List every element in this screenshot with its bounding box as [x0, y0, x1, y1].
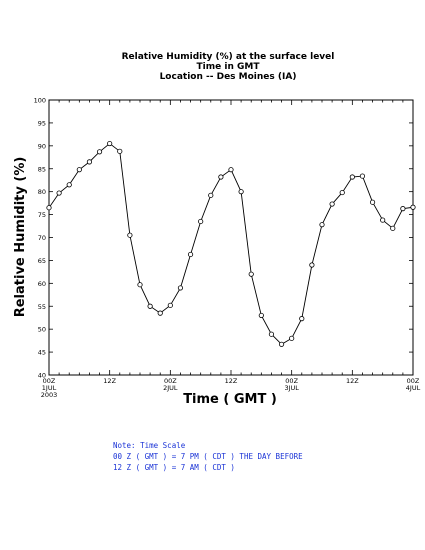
data-point — [107, 140, 113, 147]
x-tick-label: 12Z — [346, 377, 359, 385]
y-tick-label: 65 — [38, 257, 46, 265]
data-point — [177, 285, 184, 291]
x-tick-label: 12Z — [225, 377, 238, 385]
y-tick-label: 85 — [38, 165, 46, 173]
y-tick-label: 80 — [38, 188, 46, 196]
x-tick-label: 2JUL — [163, 384, 178, 392]
data-point — [228, 167, 234, 173]
data-point — [278, 341, 285, 347]
data-point — [127, 232, 133, 238]
x-tick-label: 3JUL — [284, 384, 299, 392]
data-point — [187, 251, 194, 258]
x-tick-label: 12Z — [103, 377, 116, 385]
data-point — [329, 201, 335, 207]
data-point — [208, 192, 214, 198]
data-point — [147, 303, 153, 309]
data-point — [268, 331, 275, 337]
data-point — [248, 271, 254, 277]
series-line — [48, 142, 414, 345]
y-tick-label: 60 — [38, 280, 46, 288]
data-point — [56, 190, 62, 196]
data-point — [238, 189, 244, 195]
data-point — [400, 206, 406, 212]
x-tick-label: 00Z — [407, 377, 420, 385]
data-point — [289, 335, 295, 341]
y-tick-label: 75 — [38, 211, 46, 219]
y-tick-label: 45 — [38, 349, 46, 357]
data-point — [66, 182, 72, 188]
data-point — [410, 204, 416, 210]
data-point — [390, 225, 396, 231]
data-point — [137, 282, 143, 288]
plot-frame — [48, 99, 414, 376]
data-point — [157, 310, 163, 316]
title-line-3: Location -- Des Moines (IA) — [160, 72, 297, 82]
data-point — [339, 189, 345, 196]
x-tick-label: 00Z — [43, 377, 56, 385]
chart-title: Relative Humidity (%) at the surface lev… — [122, 52, 335, 82]
time-scale-note: Note: Time Scale 00 Z ( GMT ) = 7 PM ( C… — [113, 440, 303, 473]
data-point — [319, 222, 325, 228]
y-tick-label: 50 — [38, 326, 46, 334]
data-point — [369, 199, 376, 205]
data-point — [198, 218, 204, 225]
y-tick-label: 100 — [34, 97, 46, 105]
y-tick-label: 55 — [38, 303, 46, 311]
title-line-1: Relative Humidity (%) at the surface lev… — [122, 52, 335, 62]
title-line-2: Time in GMT — [197, 62, 261, 72]
data-series — [48, 142, 414, 345]
x-tick-label: 2003 — [41, 391, 58, 399]
data-point — [46, 205, 52, 211]
data-point — [218, 174, 224, 180]
y-axis: 40 45 50 55 60 65 70 75 80 85 90 95 100 — [34, 97, 413, 380]
data-points — [46, 140, 416, 347]
y-tick-label: 70 — [38, 234, 46, 242]
data-point — [117, 148, 123, 154]
data-point — [86, 159, 93, 165]
data-point — [258, 312, 264, 319]
x-tick-label: 00Z — [285, 377, 298, 385]
y-tick-label: 40 — [38, 372, 46, 380]
x-tick-label: 1JUL — [42, 384, 57, 392]
y-tick-label: 95 — [38, 119, 46, 127]
note-line-00z: 00 Z ( GMT ) = 7 PM ( CDT ) THE DAY BEFO… — [113, 452, 303, 461]
note-line-12z: 12 Z ( GMT ) = 7 AM ( CDT ) — [113, 463, 235, 472]
data-point — [299, 316, 305, 322]
data-point — [349, 174, 355, 180]
data-point — [76, 167, 82, 173]
note-heading: Note: Time Scale — [113, 441, 186, 450]
y-axis-label: Relative Humidity (%) — [13, 157, 28, 318]
data-point — [96, 149, 103, 155]
x-tick-label: 00Z — [164, 377, 177, 385]
y-tick-label: 90 — [38, 142, 46, 150]
data-point — [359, 173, 366, 179]
data-point — [167, 302, 173, 308]
data-point — [380, 217, 386, 223]
data-point — [309, 262, 315, 268]
x-axis-label: Time ( GMT ) — [183, 392, 277, 407]
x-tick-label: 4JUL — [406, 384, 421, 392]
